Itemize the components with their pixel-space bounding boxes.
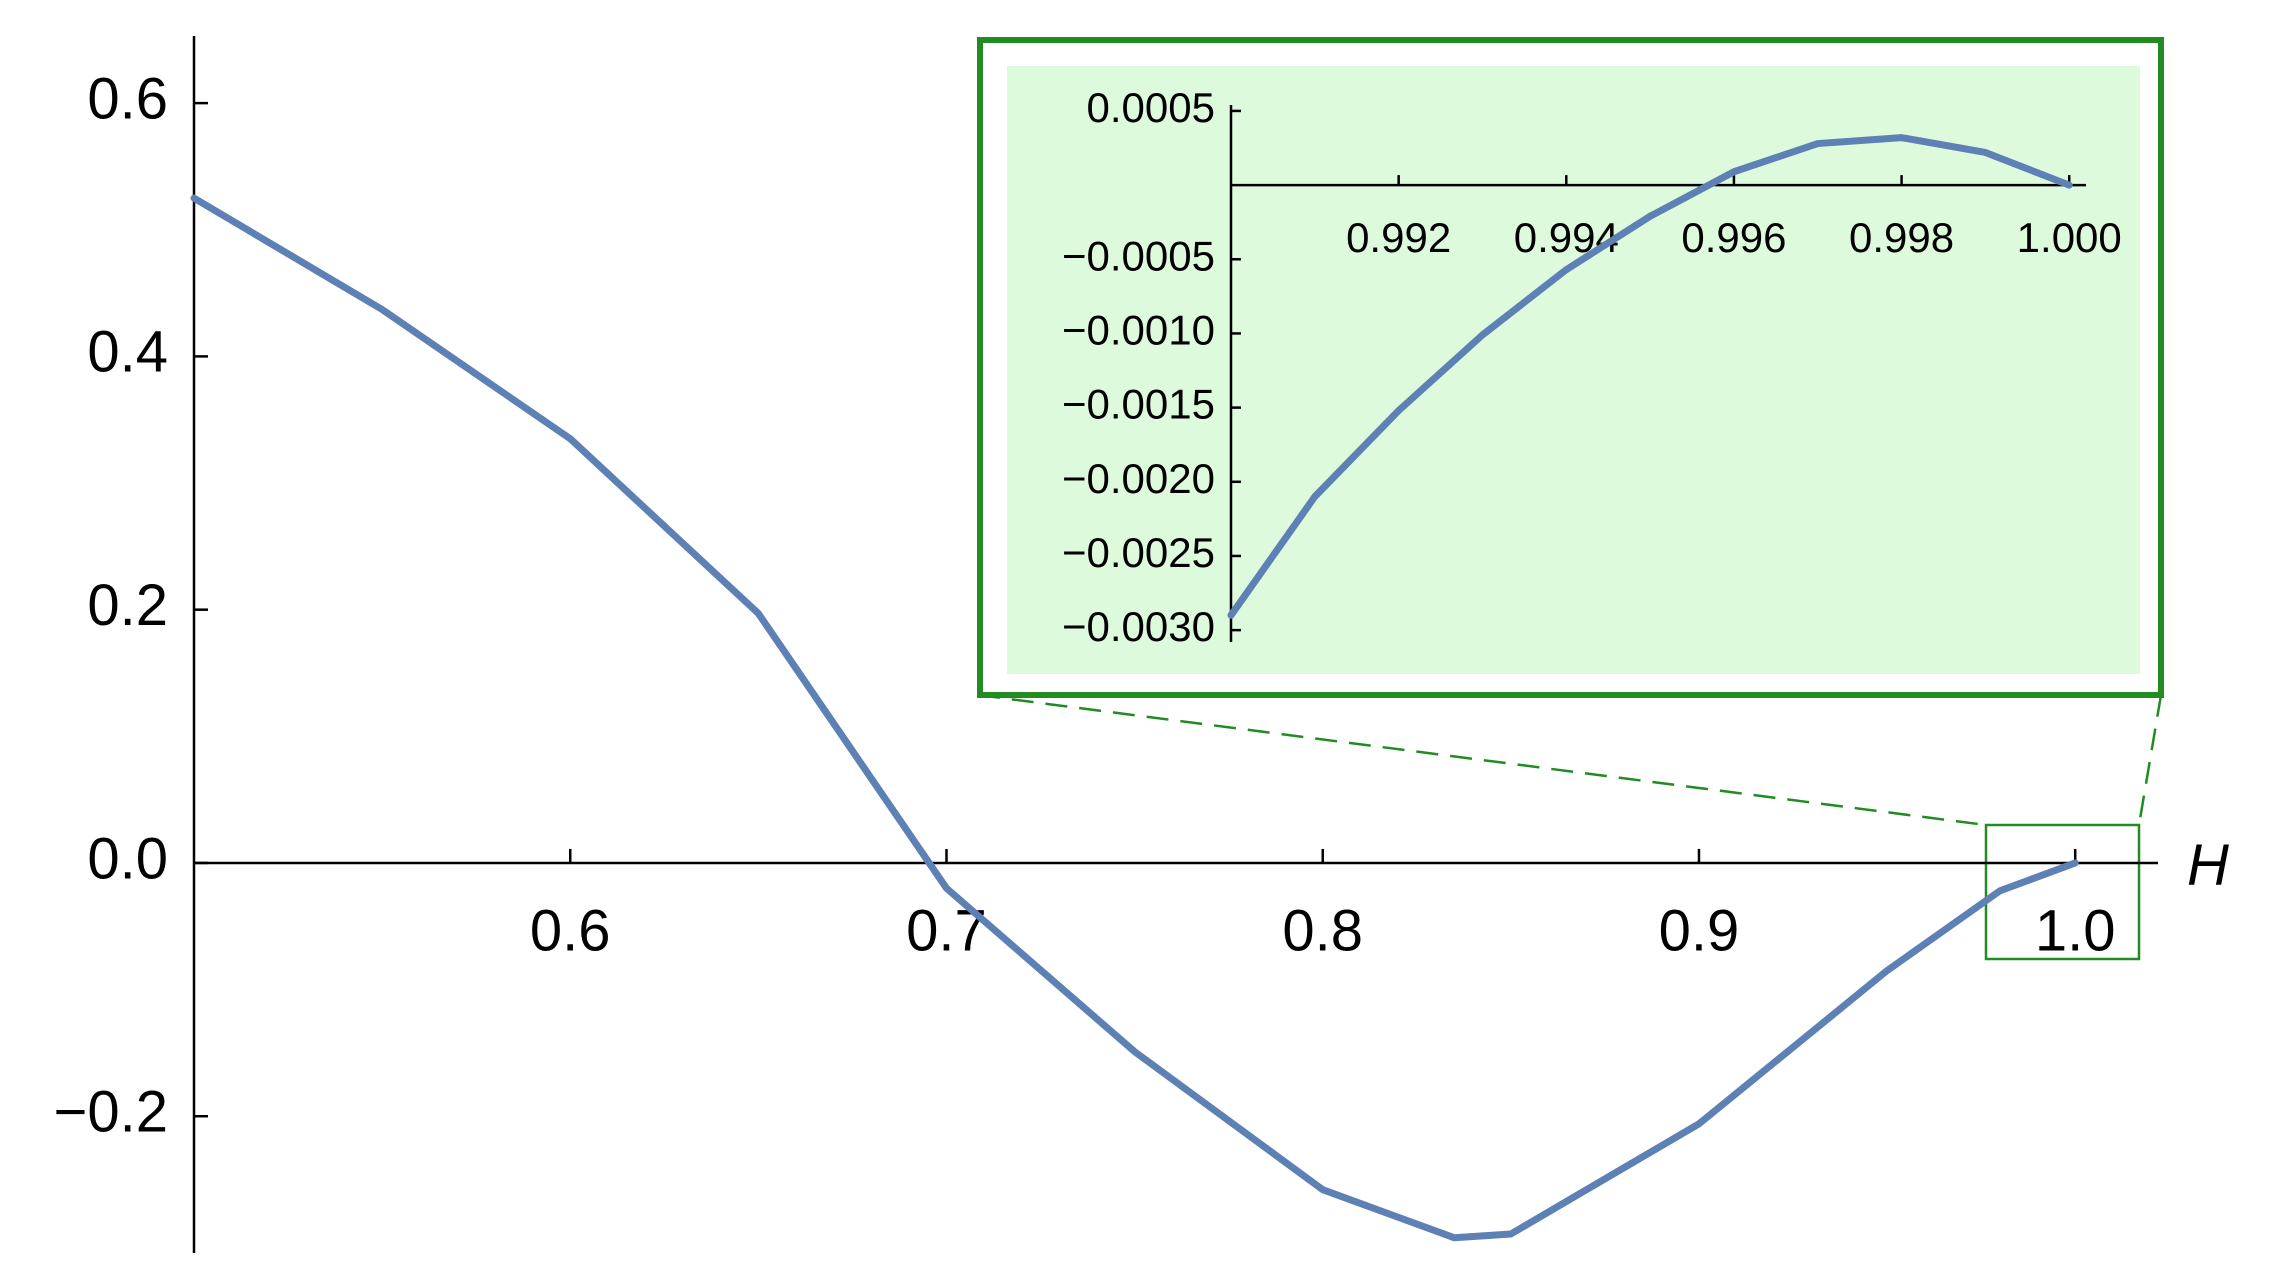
- y-tick-label: 0.0: [87, 826, 168, 891]
- inset-background: [1007, 66, 2140, 674]
- zoom-connector: [2137, 694, 2163, 826]
- y-tick-label: −0.0025: [1062, 529, 1215, 576]
- y-tick-label: 0.6: [87, 66, 168, 131]
- x-tick-label: 0.998: [1849, 214, 1954, 261]
- y-tick-label: −0.0030: [1062, 603, 1215, 650]
- data-line: [190, 194, 2079, 1242]
- x-tick-label: 0.992: [1346, 214, 1451, 261]
- x-tick-label: 0.9: [1659, 898, 1740, 963]
- y-tick-label: 0.4: [87, 320, 168, 385]
- y-tick-label: 0.2: [87, 573, 168, 638]
- y-tick-label: −0.0010: [1062, 307, 1215, 354]
- x-tick-label: 0.996: [1681, 214, 1786, 261]
- data-line: [1227, 134, 2073, 619]
- x-tick-label: 0.7: [906, 898, 987, 963]
- y-tick-label: −0.0015: [1062, 381, 1215, 428]
- x-tick-label: 1.000: [2017, 214, 2122, 261]
- zoom-box: [1984, 823, 2141, 961]
- x-tick-label: 1.0: [2035, 898, 2116, 963]
- x-axis-label: H: [2187, 832, 2229, 897]
- y-tick-label: 0.0005: [1087, 84, 1215, 131]
- y-tick-label: −0.0005: [1062, 232, 1215, 279]
- x-tick-label: 0.6: [530, 898, 611, 963]
- x-tick-label: 0.994: [1514, 214, 1619, 261]
- x-tick-label: 0.8: [1282, 898, 1363, 963]
- y-tick-label: −0.2: [54, 1080, 169, 1145]
- zoom-connector: [977, 693, 1987, 827]
- y-tick-label: −0.0020: [1062, 455, 1215, 502]
